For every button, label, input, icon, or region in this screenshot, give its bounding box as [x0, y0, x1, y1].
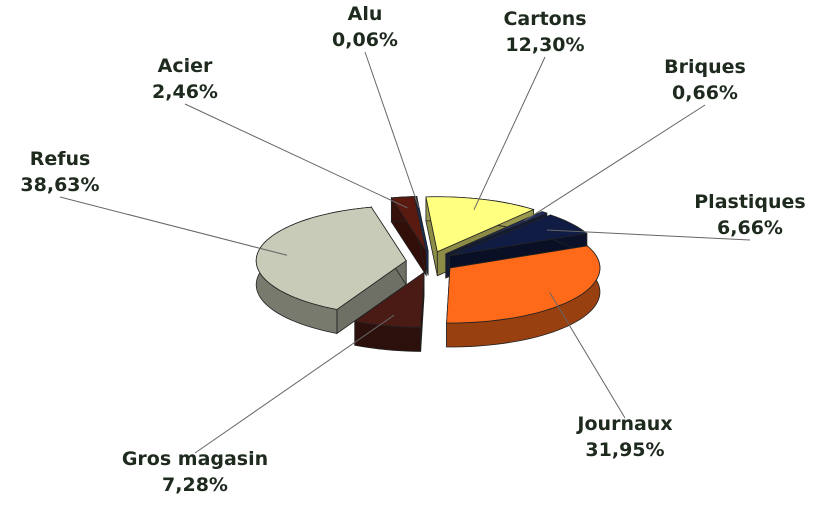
slice: [425, 196, 535, 253]
leader-line: [59, 196, 288, 256]
slice-label: Briques 0,66%: [664, 56, 746, 104]
slice-label: Cartons 12,30%: [503, 8, 586, 56]
label-name: Plastiques: [694, 191, 806, 213]
leader-line: [364, 51, 420, 208]
label-name: Acier: [158, 55, 213, 77]
label-name: Briques: [664, 56, 746, 78]
label-value: 0,06%: [332, 29, 398, 51]
label-value: 12,30%: [505, 34, 584, 56]
label-value: 7,28%: [162, 474, 228, 496]
label-value: 31,95%: [585, 439, 664, 461]
label-name: Journaux: [575, 413, 672, 435]
slice: [390, 196, 427, 252]
leader-line: [549, 292, 626, 419]
label-name: Refus: [30, 148, 91, 170]
slice: [446, 245, 601, 324]
leader-line: [473, 56, 546, 211]
label-name: Cartons: [503, 8, 586, 30]
slice-label: Acier 2,46%: [152, 55, 218, 103]
slice: [255, 206, 407, 310]
slice: [415, 195, 429, 252]
label-value: 0,66%: [672, 82, 738, 104]
label-value: 38,63%: [20, 174, 99, 196]
slice: [353, 271, 425, 328]
leader-line: [184, 103, 408, 209]
slice-label: Alu 0,06%: [332, 3, 398, 51]
slice-label: Gros magasin 7,28%: [122, 448, 268, 496]
slice-label: Journaux 31,95%: [575, 413, 672, 461]
leader-line: [194, 314, 395, 454]
label-name: Alu: [348, 3, 383, 25]
slice: [445, 211, 548, 255]
slice-label: Plastiques 6,66%: [694, 191, 806, 239]
leader-line: [546, 229, 751, 241]
label-name: Gros magasin: [122, 448, 268, 470]
leader-line: [524, 104, 706, 222]
slice-label: Refus 38,63%: [20, 148, 99, 196]
label-value: 2,46%: [152, 81, 218, 103]
label-value: 6,66%: [717, 217, 783, 239]
